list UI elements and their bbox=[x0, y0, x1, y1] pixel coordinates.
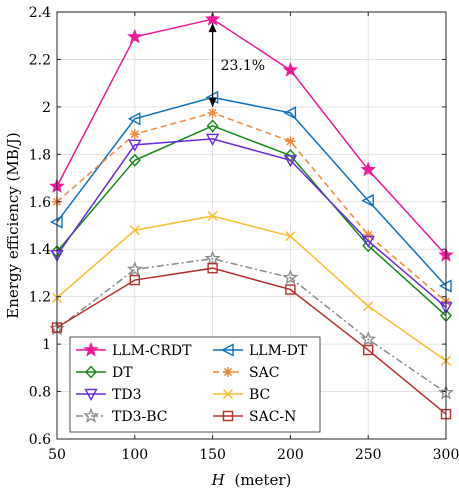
x-tick-label: 200 bbox=[277, 447, 304, 463]
legend-marker-td3-bc bbox=[83, 407, 99, 423]
series-layer bbox=[49, 11, 454, 420]
data-point-td3-bc bbox=[282, 269, 299, 285]
series-line-sac-n bbox=[56, 267, 447, 415]
data-point-dt bbox=[128, 153, 141, 167]
data-point-dt bbox=[206, 119, 219, 133]
y-tick-label: 2.2 bbox=[29, 52, 51, 68]
legend-item-llm-crdt: LLM-CRDT bbox=[76, 341, 192, 359]
data-point-sac-n bbox=[285, 284, 296, 295]
legend-item-llm-dt: LLM-DT bbox=[213, 343, 308, 359]
data-point-sac-n bbox=[363, 344, 374, 356]
series-line-llm-dt bbox=[56, 96, 447, 287]
data-point-bc bbox=[285, 231, 296, 242]
data-point-llm-crdt bbox=[282, 62, 299, 77]
data-point-bc bbox=[129, 225, 140, 236]
series-line-dt bbox=[56, 125, 447, 317]
data-point-llm-dt bbox=[283, 106, 297, 120]
y-tick-label: 2 bbox=[42, 100, 51, 116]
y-tick-label: 0.6 bbox=[29, 432, 51, 448]
series-line-sac bbox=[56, 112, 447, 302]
data-point-llm-dt bbox=[127, 112, 141, 126]
x-tick-label: 300 bbox=[433, 447, 459, 463]
series-bc bbox=[51, 210, 452, 366]
series-sac-n bbox=[51, 263, 452, 420]
data-point-sac-n bbox=[207, 263, 218, 274]
y-tick-label: 1.2 bbox=[29, 290, 51, 306]
legend-item-sac: SAC bbox=[213, 365, 279, 381]
y-tick-label: 1.8 bbox=[29, 147, 51, 163]
y-tick-label: 0.8 bbox=[29, 385, 51, 401]
data-point-sac-n bbox=[129, 274, 141, 286]
legend-item-td3: TD3 bbox=[76, 387, 141, 403]
data-point-td3-bc bbox=[360, 331, 377, 347]
series-line-td3 bbox=[56, 138, 447, 308]
data-point-llm-crdt bbox=[360, 161, 376, 177]
legend-label-sac: SAC bbox=[249, 365, 279, 381]
annotation-layer: 23.1% bbox=[208, 23, 265, 107]
data-point-llm-crdt bbox=[127, 28, 143, 44]
x-axis-label: H (meter) bbox=[211, 471, 292, 489]
series-llm-dt bbox=[49, 90, 452, 293]
data-point-sac bbox=[207, 107, 218, 118]
x-tick-label: 100 bbox=[121, 447, 148, 463]
x-axis-variable: H bbox=[211, 471, 226, 489]
legend-label-td3-bc: TD3-BC bbox=[112, 409, 167, 425]
data-point-td3 bbox=[205, 133, 220, 146]
x-axis-unit: (meter) bbox=[234, 471, 291, 489]
data-point-bc bbox=[207, 210, 218, 222]
axis-ticks: 50 100 150 200 250 300 0.6 0.8 1 1.2 1.4 1.6 1.8 2 2.2… bbox=[29, 5, 459, 463]
legend-marker-td3 bbox=[84, 388, 98, 401]
legend-item-dt: DT bbox=[76, 365, 133, 381]
x-tick-label: 50 bbox=[48, 447, 66, 463]
y-tick-label: 1 bbox=[42, 337, 51, 353]
y-tick-label: 2.4 bbox=[29, 5, 51, 21]
legend-label-dt: DT bbox=[112, 365, 133, 381]
legend-marker-sac bbox=[223, 367, 233, 377]
legend-label-sac-n: SAC-N bbox=[249, 409, 296, 425]
data-point-td3-bc bbox=[126, 261, 143, 277]
x-tick-label: 250 bbox=[355, 447, 382, 463]
data-point-bc bbox=[363, 301, 374, 312]
y-tick-label: 1.4 bbox=[29, 242, 51, 258]
annotation-arrowhead-down bbox=[208, 97, 217, 107]
data-point-sac bbox=[129, 129, 140, 140]
y-tick-label: 1.6 bbox=[29, 195, 51, 211]
legend-label-td3: TD3 bbox=[112, 387, 141, 403]
legend: LLM-CRDT LLM-DT DT SAC TD3 BC TD3-BC SAC-N bbox=[69, 336, 321, 433]
series-line-td3-bc bbox=[56, 257, 447, 394]
data-point-sac bbox=[285, 136, 296, 147]
legend-marker-dt bbox=[85, 365, 97, 379]
x-tick-label: 150 bbox=[199, 447, 226, 463]
data-point-td3 bbox=[283, 155, 298, 168]
annotation-arrowhead-up bbox=[208, 23, 217, 33]
legend-marker-llm-dt bbox=[220, 343, 234, 357]
series-line-bc bbox=[56, 215, 447, 362]
legend-label-bc: BC bbox=[249, 387, 270, 403]
data-point-td3 bbox=[128, 139, 142, 152]
legend-label-llm-dt: LLM-DT bbox=[249, 343, 308, 359]
legend-box bbox=[69, 336, 321, 433]
y-axis-label: Energy efficiency (MB/J) bbox=[4, 132, 22, 318]
series-line-llm-crdt bbox=[56, 18, 447, 256]
annotation-label: 23.1% bbox=[221, 58, 265, 74]
legend-label-llm-crdt: LLM-CRDT bbox=[112, 343, 192, 359]
data-point-llm-crdt bbox=[204, 11, 221, 26]
legend-marker-sac-n bbox=[222, 410, 234, 422]
data-point-llm-dt bbox=[361, 193, 374, 208]
data-point-sac bbox=[363, 229, 374, 240]
legend-marker-bc bbox=[222, 388, 234, 400]
data-point-td3 bbox=[361, 235, 375, 248]
legend-item-td3-bc: TD3-BC bbox=[76, 407, 167, 425]
data-point-td3-bc bbox=[204, 250, 221, 266]
legend-marker-llm-crdt bbox=[83, 341, 99, 357]
plot-frame bbox=[56, 11, 447, 440]
legend-item-bc: BC bbox=[213, 387, 270, 403]
legend-item-sac-n: SAC-N bbox=[213, 409, 296, 425]
